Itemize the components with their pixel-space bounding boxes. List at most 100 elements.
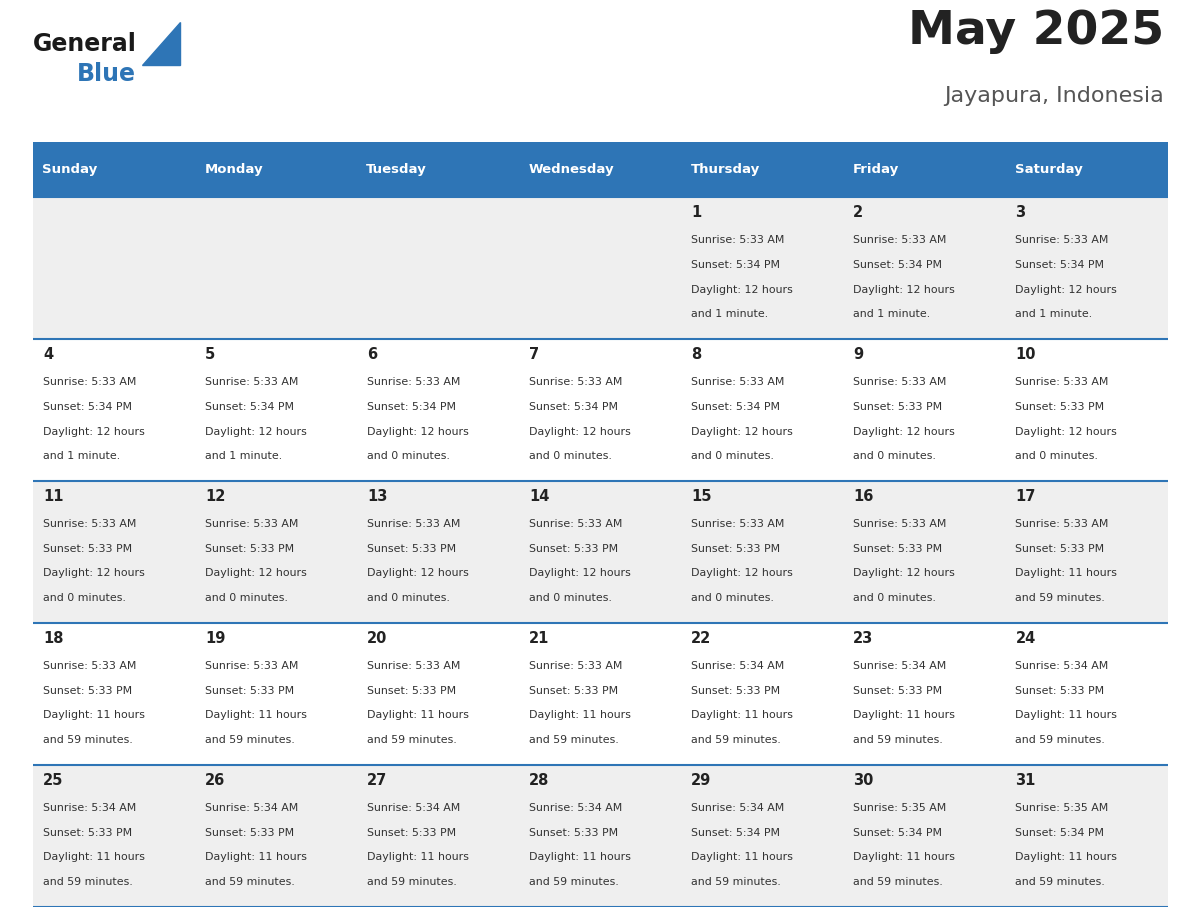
Text: Daylight: 11 hours: Daylight: 11 hours bbox=[206, 852, 307, 862]
Text: Daylight: 12 hours: Daylight: 12 hours bbox=[43, 427, 145, 437]
Text: Sunset: 5:34 PM: Sunset: 5:34 PM bbox=[691, 260, 781, 270]
Text: 17: 17 bbox=[1016, 489, 1036, 504]
Text: Sunrise: 5:33 AM: Sunrise: 5:33 AM bbox=[43, 519, 137, 529]
Text: Daylight: 12 hours: Daylight: 12 hours bbox=[43, 568, 145, 578]
Text: and 0 minutes.: and 0 minutes. bbox=[691, 452, 775, 462]
Text: Sunset: 5:34 PM: Sunset: 5:34 PM bbox=[691, 402, 781, 412]
Text: Sunrise: 5:33 AM: Sunrise: 5:33 AM bbox=[367, 519, 461, 529]
Text: Sunrise: 5:33 AM: Sunrise: 5:33 AM bbox=[43, 377, 137, 386]
Text: Sunrise: 5:35 AM: Sunrise: 5:35 AM bbox=[1016, 802, 1108, 812]
Bar bbox=[1006, 142, 1168, 197]
Text: and 59 minutes.: and 59 minutes. bbox=[1016, 735, 1105, 745]
Text: Daylight: 12 hours: Daylight: 12 hours bbox=[1016, 427, 1118, 437]
Text: and 59 minutes.: and 59 minutes. bbox=[206, 878, 295, 887]
Bar bbox=[33, 765, 1168, 907]
Text: and 1 minute.: and 1 minute. bbox=[43, 452, 120, 462]
Text: 21: 21 bbox=[529, 631, 550, 646]
Text: Daylight: 11 hours: Daylight: 11 hours bbox=[691, 852, 794, 862]
Text: 8: 8 bbox=[691, 347, 702, 362]
Text: Sunset: 5:34 PM: Sunset: 5:34 PM bbox=[206, 402, 295, 412]
Text: Sunrise: 5:35 AM: Sunrise: 5:35 AM bbox=[853, 802, 947, 812]
Text: and 1 minute.: and 1 minute. bbox=[1016, 309, 1093, 319]
Text: Sunset: 5:33 PM: Sunset: 5:33 PM bbox=[853, 543, 942, 554]
Text: 7: 7 bbox=[529, 347, 539, 362]
Text: Sunset: 5:33 PM: Sunset: 5:33 PM bbox=[367, 686, 456, 696]
Text: Sunrise: 5:33 AM: Sunrise: 5:33 AM bbox=[691, 235, 784, 245]
Text: 15: 15 bbox=[691, 489, 712, 504]
Text: Daylight: 12 hours: Daylight: 12 hours bbox=[691, 285, 794, 295]
Text: Sunday: Sunday bbox=[43, 163, 97, 176]
Text: Sunset: 5:34 PM: Sunset: 5:34 PM bbox=[1016, 260, 1105, 270]
Text: 28: 28 bbox=[529, 773, 550, 788]
Text: Daylight: 12 hours: Daylight: 12 hours bbox=[691, 427, 794, 437]
Bar bbox=[682, 142, 843, 197]
Text: Sunset: 5:33 PM: Sunset: 5:33 PM bbox=[529, 827, 618, 837]
Text: 4: 4 bbox=[43, 347, 53, 362]
Text: Daylight: 12 hours: Daylight: 12 hours bbox=[853, 568, 955, 578]
Bar bbox=[33, 481, 1168, 623]
Text: Sunrise: 5:33 AM: Sunrise: 5:33 AM bbox=[367, 377, 461, 386]
Text: Sunset: 5:34 PM: Sunset: 5:34 PM bbox=[367, 402, 456, 412]
Text: Sunrise: 5:33 AM: Sunrise: 5:33 AM bbox=[206, 661, 298, 671]
Bar bbox=[33, 197, 1168, 340]
Text: Sunrise: 5:34 AM: Sunrise: 5:34 AM bbox=[367, 802, 461, 812]
Text: Daylight: 12 hours: Daylight: 12 hours bbox=[691, 568, 794, 578]
Text: Sunset: 5:34 PM: Sunset: 5:34 PM bbox=[43, 402, 132, 412]
Text: Sunset: 5:34 PM: Sunset: 5:34 PM bbox=[691, 827, 781, 837]
Text: 31: 31 bbox=[1016, 773, 1036, 788]
Bar bbox=[33, 340, 1168, 481]
Text: Sunset: 5:33 PM: Sunset: 5:33 PM bbox=[206, 686, 295, 696]
Text: Sunset: 5:33 PM: Sunset: 5:33 PM bbox=[206, 543, 295, 554]
Text: Wednesday: Wednesday bbox=[529, 163, 614, 176]
Text: 30: 30 bbox=[853, 773, 873, 788]
Text: Sunrise: 5:33 AM: Sunrise: 5:33 AM bbox=[206, 377, 298, 386]
Text: 10: 10 bbox=[1016, 347, 1036, 362]
Text: Sunset: 5:33 PM: Sunset: 5:33 PM bbox=[529, 543, 618, 554]
Text: Monday: Monday bbox=[204, 163, 263, 176]
Text: Sunset: 5:33 PM: Sunset: 5:33 PM bbox=[43, 686, 132, 696]
Text: and 0 minutes.: and 0 minutes. bbox=[367, 452, 450, 462]
Text: 16: 16 bbox=[853, 489, 873, 504]
Text: Daylight: 11 hours: Daylight: 11 hours bbox=[1016, 852, 1118, 862]
Text: Daylight: 12 hours: Daylight: 12 hours bbox=[206, 568, 307, 578]
Text: Sunrise: 5:33 AM: Sunrise: 5:33 AM bbox=[853, 519, 947, 529]
Text: Sunset: 5:33 PM: Sunset: 5:33 PM bbox=[206, 827, 295, 837]
Text: General: General bbox=[33, 32, 137, 56]
Text: May 2025: May 2025 bbox=[908, 9, 1164, 54]
Text: and 59 minutes.: and 59 minutes. bbox=[367, 878, 457, 887]
Text: 11: 11 bbox=[43, 489, 63, 504]
Text: Daylight: 11 hours: Daylight: 11 hours bbox=[529, 852, 631, 862]
Text: 27: 27 bbox=[367, 773, 387, 788]
Text: and 0 minutes.: and 0 minutes. bbox=[691, 593, 775, 603]
Text: Daylight: 11 hours: Daylight: 11 hours bbox=[529, 711, 631, 721]
Text: Sunset: 5:33 PM: Sunset: 5:33 PM bbox=[1016, 686, 1105, 696]
Text: and 1 minute.: and 1 minute. bbox=[206, 452, 283, 462]
Text: Sunrise: 5:33 AM: Sunrise: 5:33 AM bbox=[206, 519, 298, 529]
Bar bbox=[195, 142, 358, 197]
Text: Thursday: Thursday bbox=[690, 163, 760, 176]
Text: Daylight: 12 hours: Daylight: 12 hours bbox=[367, 568, 469, 578]
Text: Blue: Blue bbox=[77, 62, 135, 86]
Text: 3: 3 bbox=[1016, 205, 1025, 220]
Text: 14: 14 bbox=[529, 489, 550, 504]
Text: Sunset: 5:33 PM: Sunset: 5:33 PM bbox=[43, 543, 132, 554]
Text: Daylight: 12 hours: Daylight: 12 hours bbox=[853, 427, 955, 437]
Text: Sunrise: 5:34 AM: Sunrise: 5:34 AM bbox=[691, 661, 784, 671]
Text: and 1 minute.: and 1 minute. bbox=[853, 309, 930, 319]
Text: Sunrise: 5:34 AM: Sunrise: 5:34 AM bbox=[691, 802, 784, 812]
Text: and 0 minutes.: and 0 minutes. bbox=[1016, 452, 1099, 462]
Text: Tuesday: Tuesday bbox=[366, 163, 426, 176]
Text: and 59 minutes.: and 59 minutes. bbox=[43, 735, 133, 745]
Text: 25: 25 bbox=[43, 773, 63, 788]
Text: Daylight: 12 hours: Daylight: 12 hours bbox=[529, 568, 631, 578]
Text: and 0 minutes.: and 0 minutes. bbox=[529, 452, 612, 462]
Text: Sunset: 5:33 PM: Sunset: 5:33 PM bbox=[691, 686, 781, 696]
Text: 26: 26 bbox=[206, 773, 226, 788]
Text: Sunrise: 5:33 AM: Sunrise: 5:33 AM bbox=[1016, 377, 1108, 386]
Text: Sunset: 5:33 PM: Sunset: 5:33 PM bbox=[529, 686, 618, 696]
Text: Daylight: 11 hours: Daylight: 11 hours bbox=[206, 711, 307, 721]
Text: Sunset: 5:33 PM: Sunset: 5:33 PM bbox=[43, 827, 132, 837]
Text: Sunrise: 5:33 AM: Sunrise: 5:33 AM bbox=[367, 661, 461, 671]
Text: and 59 minutes.: and 59 minutes. bbox=[529, 878, 619, 887]
Text: Sunrise: 5:33 AM: Sunrise: 5:33 AM bbox=[529, 519, 623, 529]
